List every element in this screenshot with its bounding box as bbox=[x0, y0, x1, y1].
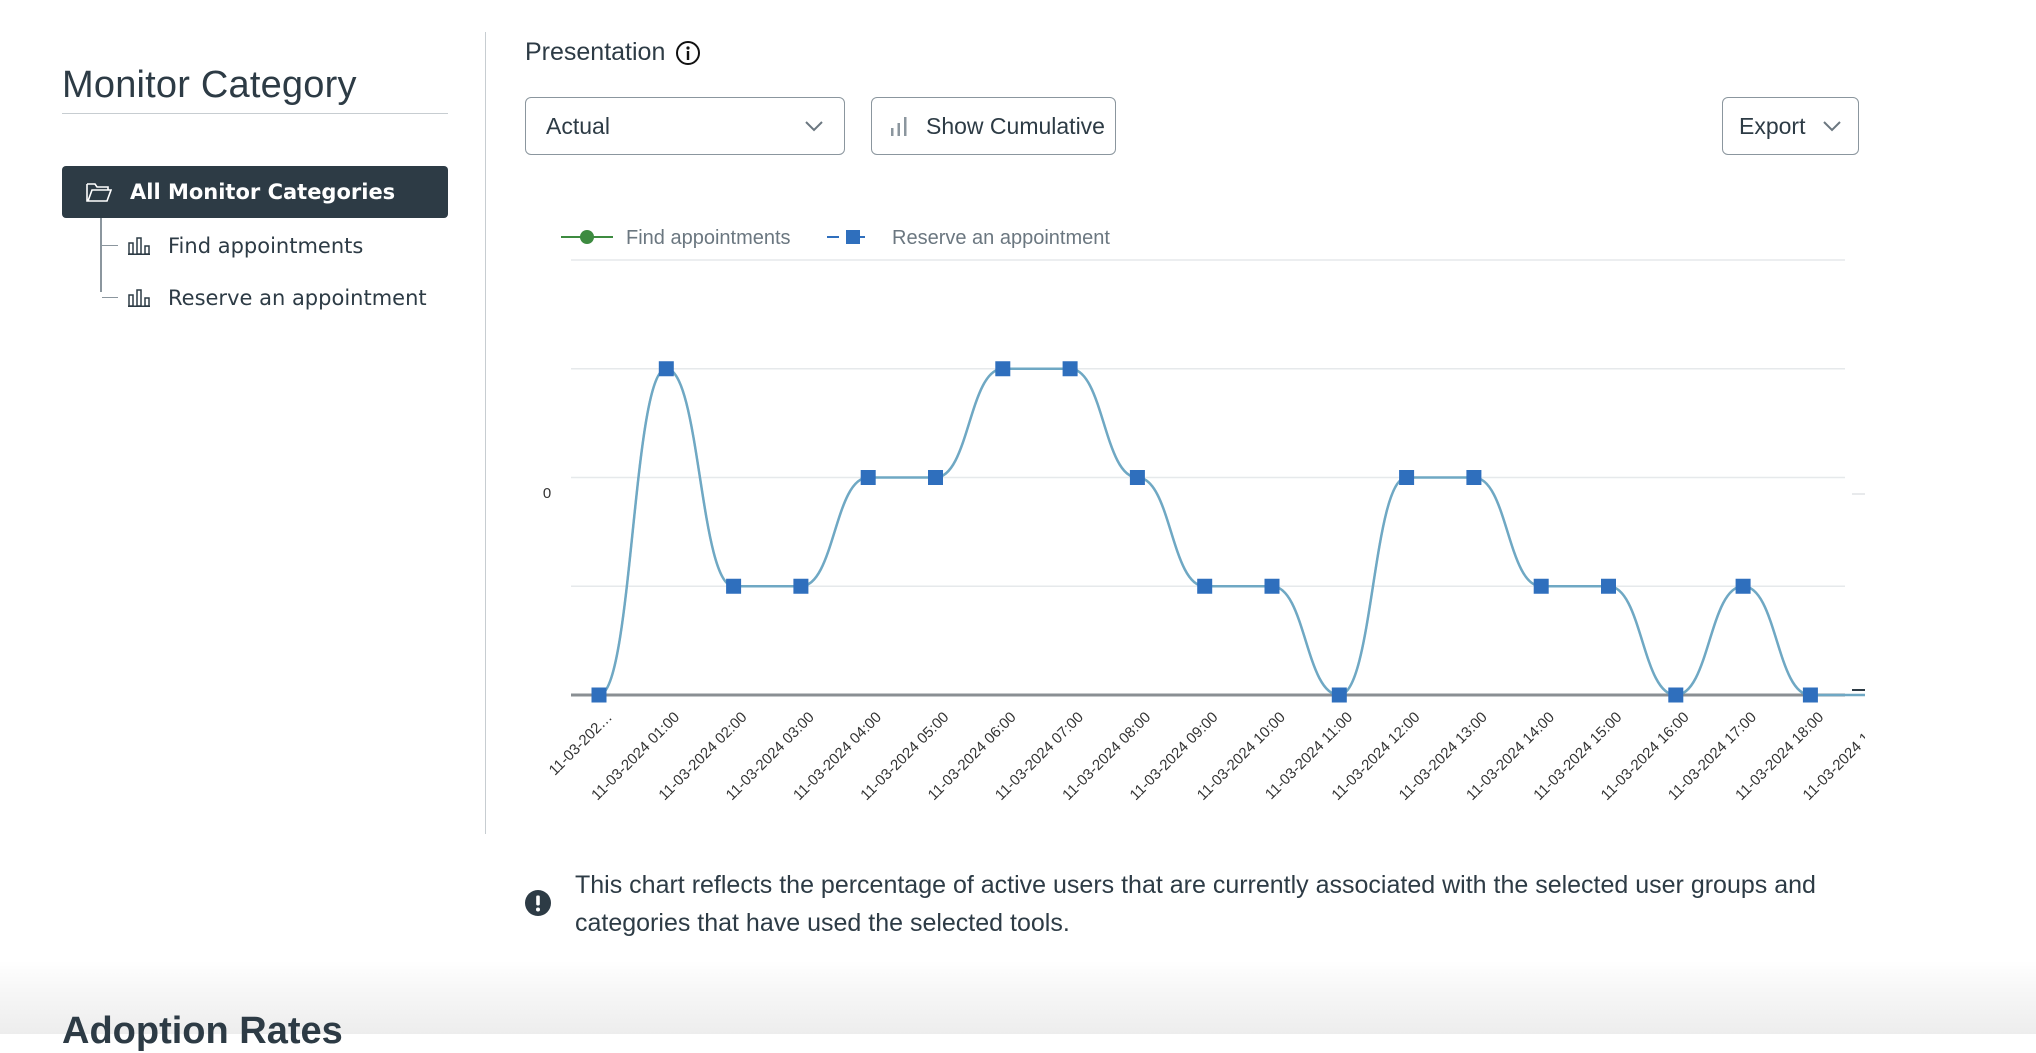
presentation-label: Presentation bbox=[525, 38, 666, 66]
data-point-reserve-an-appointment bbox=[1735, 578, 1751, 594]
legend-label-find: Find appointments bbox=[626, 227, 791, 249]
bar-chart-icon bbox=[891, 117, 907, 136]
export-label: Export bbox=[1739, 112, 1806, 139]
data-point-reserve-an-appointment bbox=[995, 361, 1011, 377]
legend-label-reserve: Reserve an appointment bbox=[892, 227, 1110, 249]
export-button[interactable]: Export bbox=[1722, 97, 1859, 155]
chevron-down-icon bbox=[805, 121, 823, 132]
tree-connector bbox=[100, 218, 102, 292]
data-point-reserve-an-appointment bbox=[1533, 578, 1549, 594]
series-line-reserve-an-appointment bbox=[598, 367, 2036, 697]
data-point-reserve-an-appointment bbox=[928, 470, 943, 485]
section-shadow bbox=[0, 960, 2036, 1034]
show-cumulative-label: Show Cumulative bbox=[926, 112, 1105, 139]
chart-note-text: This chart reflects the percentage of ac… bbox=[575, 871, 1816, 937]
chart-panel: Presentation Actual Show Cumulative Expo… bbox=[525, 0, 2036, 1034]
category-reserve-an-appointment[interactable]: Reserve an appointment bbox=[128, 282, 427, 314]
info-icon[interactable] bbox=[675, 40, 701, 66]
alert-icon bbox=[525, 890, 551, 916]
monitor-category-panel: Monitor Category All Monitor Categories … bbox=[62, 0, 448, 1034]
line-chart: 0 Find appointments Reserve an appointment… bbox=[543, 227, 2036, 804]
presentation-select[interactable]: Actual bbox=[525, 97, 845, 155]
adoption-rates-title: Adoption Rates bbox=[62, 1010, 343, 1052]
data-point-reserve-an-appointment bbox=[591, 687, 607, 703]
category-label: All Monitor Categories bbox=[130, 180, 396, 204]
bar-chart-icon bbox=[128, 289, 150, 307]
category-label: Find appointments bbox=[168, 234, 364, 258]
y-tick-label: 0 bbox=[543, 485, 551, 502]
sidebar-divider bbox=[62, 113, 448, 114]
data-point-reserve-an-appointment bbox=[1129, 470, 1145, 485]
presentation-heading: Presentation bbox=[525, 38, 701, 67]
x-tick-label: 11-03-202… bbox=[546, 709, 616, 779]
data-point-reserve-an-appointment bbox=[1466, 470, 1482, 485]
sidebar-title: Monitor Category bbox=[62, 64, 357, 106]
panel-divider bbox=[485, 32, 486, 834]
activity-chart: 0 Find appointments Reserve an appointment… bbox=[525, 210, 2036, 855]
folder-open-icon bbox=[86, 183, 112, 202]
show-cumulative-button[interactable]: Show Cumulative bbox=[871, 97, 1116, 155]
legend-marker-reserve bbox=[846, 230, 860, 244]
category-find-appointments[interactable]: Find appointments bbox=[128, 230, 363, 262]
data-point-reserve-an-appointment bbox=[1802, 687, 1818, 703]
data-point-reserve-an-appointment bbox=[1197, 578, 1213, 594]
tree-connector bbox=[102, 297, 118, 298]
data-point-reserve-an-appointment bbox=[1668, 687, 1684, 703]
data-point-reserve-an-appointment bbox=[1331, 687, 1347, 703]
data-point-reserve-an-appointment bbox=[1601, 578, 1616, 594]
data-point-reserve-an-appointment bbox=[1399, 470, 1415, 485]
presentation-select-value: Actual bbox=[546, 112, 610, 139]
data-point-reserve-an-appointment bbox=[1264, 578, 1280, 594]
legend-marker-find bbox=[580, 230, 594, 244]
data-point-reserve-an-appointment bbox=[726, 578, 742, 594]
data-point-reserve-an-appointment bbox=[793, 578, 809, 594]
chevron-down-icon bbox=[1823, 121, 1841, 132]
tree-connector bbox=[102, 245, 118, 246]
data-point-reserve-an-appointment bbox=[860, 470, 876, 485]
chart-note: This chart reflects the percentage of ac… bbox=[525, 866, 1865, 942]
bar-chart-icon bbox=[128, 237, 150, 255]
series-line-find-appointments bbox=[598, 367, 2036, 697]
data-point-reserve-an-appointment bbox=[658, 361, 674, 377]
data-point-reserve-an-appointment bbox=[1062, 361, 1078, 377]
category-label: Reserve an appointment bbox=[168, 286, 427, 310]
category-all-monitor-categories[interactable]: All Monitor Categories bbox=[62, 166, 448, 218]
